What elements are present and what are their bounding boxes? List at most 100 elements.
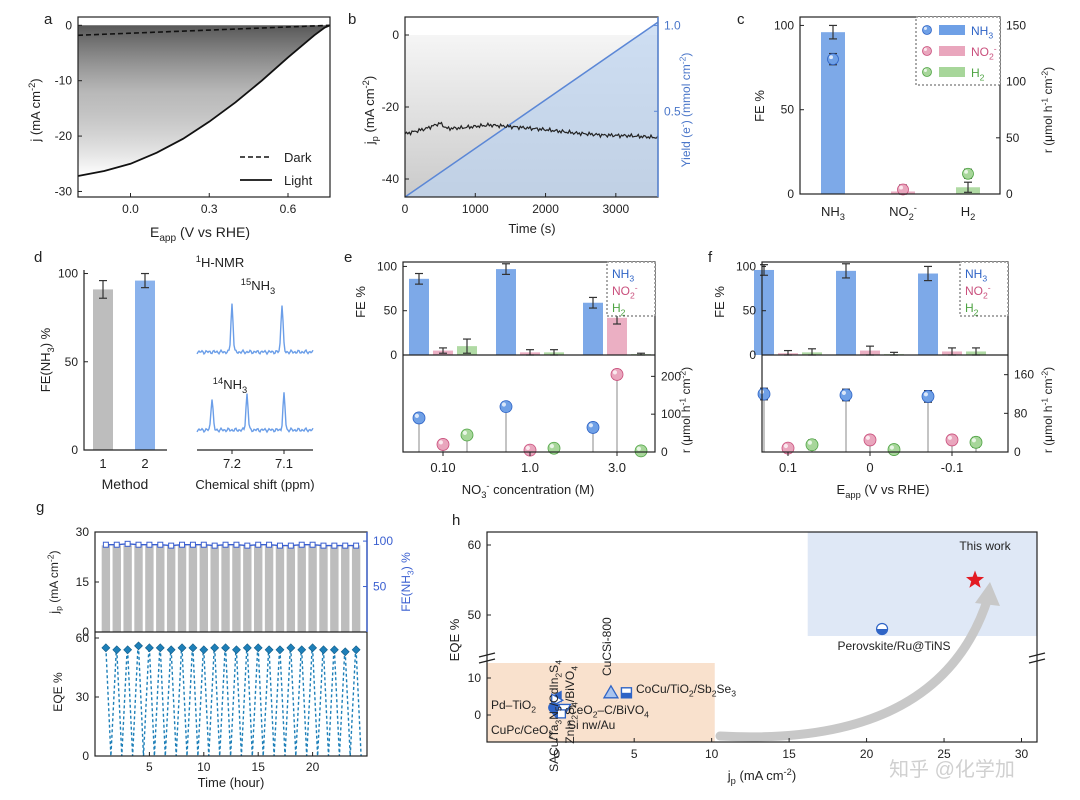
label-part: 3 [270, 286, 275, 296]
fe-point [179, 541, 186, 548]
nmr-label-15: 15NH3 [241, 277, 275, 296]
legend-label: NH3 [971, 24, 993, 41]
ball-highlight [783, 443, 789, 449]
ball-body [805, 438, 819, 452]
nmr-xtick-label: 7.2 [223, 456, 241, 471]
label-part: j (mA cm [28, 91, 43, 143]
ball-highlight [865, 435, 871, 440]
label-part: FE(NH [399, 575, 413, 612]
ball-body [827, 53, 839, 66]
label-part: E [837, 482, 846, 497]
highlight-region-blue [807, 532, 1037, 636]
label-part: NO [965, 284, 983, 298]
label-part: /CdIn [547, 678, 561, 707]
ball-body [436, 438, 450, 451]
label-part: N [547, 711, 561, 720]
ytick-label: 50 [384, 304, 398, 318]
light-area-fill [78, 25, 330, 176]
label-part: - [677, 124, 687, 127]
ytick-label: -30 [55, 184, 73, 198]
y-axis-title: jp (mA cm-2) [361, 76, 380, 145]
label-part: -2 [1039, 71, 1049, 79]
label-part: CeO [568, 703, 593, 717]
bar-jp [112, 545, 121, 632]
label-part: 2 [983, 291, 988, 301]
label-part: -2 [677, 371, 687, 379]
fe-point [124, 540, 131, 547]
ball-body [757, 387, 771, 401]
ball-body [962, 167, 974, 180]
ball-highlight [889, 445, 895, 450]
rate-point-H2-0.10 [460, 428, 474, 442]
bar-jp [297, 545, 306, 632]
eqe-point [275, 645, 285, 655]
y2tick-label: 0 [1006, 187, 1013, 201]
eqe-point [340, 647, 350, 657]
y-axis-title: FE(NH3) % [38, 327, 56, 392]
label-part: 1 [196, 254, 201, 264]
fe-error [415, 272, 423, 285]
xtick-label: 2 [141, 456, 148, 471]
xtick-label: -0.1 [941, 460, 963, 475]
panel-letter-e: e [344, 249, 352, 266]
ytick-label: 60 [76, 631, 90, 645]
label-part: cm [1041, 79, 1055, 98]
ball-body [460, 428, 474, 442]
label-part: /BiVO [563, 671, 577, 702]
label-part: ) [362, 76, 377, 80]
axis-break [478, 652, 496, 658]
series-light [77, 24, 331, 177]
y2tick-label: 50 [1006, 131, 1020, 145]
eqe-point [319, 645, 328, 655]
y2tick-label: 80 [1014, 406, 1028, 420]
label-part: (mA cm [736, 768, 784, 783]
axis-break [1028, 652, 1046, 658]
label-part: ) % [38, 327, 53, 347]
label-part: j [362, 141, 377, 145]
rate-point-NO2--1.0 [523, 443, 537, 457]
fe-point [276, 542, 283, 549]
label-part: -2 [1039, 371, 1049, 379]
label-part: 4 [570, 666, 580, 671]
label-part: app [845, 490, 861, 500]
ytick-label: -20 [55, 129, 73, 143]
bar-jp [123, 545, 132, 632]
rate-point-H2-0 [887, 443, 901, 456]
ball-highlight [971, 438, 977, 443]
eqe-point [232, 645, 241, 655]
ytick-label: 100 [58, 267, 78, 281]
label-part: 2 [980, 73, 985, 83]
fe-point [266, 541, 273, 548]
series-yield [404, 21, 659, 198]
label-part: 2 [531, 705, 536, 715]
fe-point [189, 541, 196, 548]
label-part: -1 [1039, 398, 1049, 406]
panel-letter-h: h [452, 512, 460, 529]
x-axis-title: Time (s) [508, 221, 555, 236]
label-part: 3 [988, 31, 993, 41]
label-part: 3 [982, 274, 987, 284]
rate-point-NO2--0 [863, 433, 877, 447]
label-part: FE(NH [38, 352, 53, 392]
label-part: 4 [570, 702, 580, 707]
label-part: ) (mmol cm [679, 64, 693, 124]
label-part: r (μmol h [679, 406, 693, 454]
xtick-label: 20 [860, 747, 874, 761]
ball-highlight [525, 445, 531, 451]
label-part: NO [971, 45, 989, 59]
eqe-point [242, 643, 252, 653]
ball-body [610, 368, 624, 381]
xtick-label: 0.3 [201, 202, 218, 216]
label-part: p [370, 136, 380, 141]
fe-point [233, 541, 240, 548]
fe-point [211, 542, 218, 549]
point-label-CoCu/TiO2/Sb2Se3: CoCu/TiO2/Sb2Se3 [636, 682, 736, 699]
x-axis-title: Method [102, 476, 149, 492]
label-part: -1 [677, 398, 687, 406]
xtick-label: 0 [402, 202, 409, 216]
y-axis-title: FE % [752, 90, 767, 122]
fe-point [309, 541, 316, 548]
ball-highlight [829, 55, 833, 60]
label-part: SACu/Ta [547, 724, 561, 772]
